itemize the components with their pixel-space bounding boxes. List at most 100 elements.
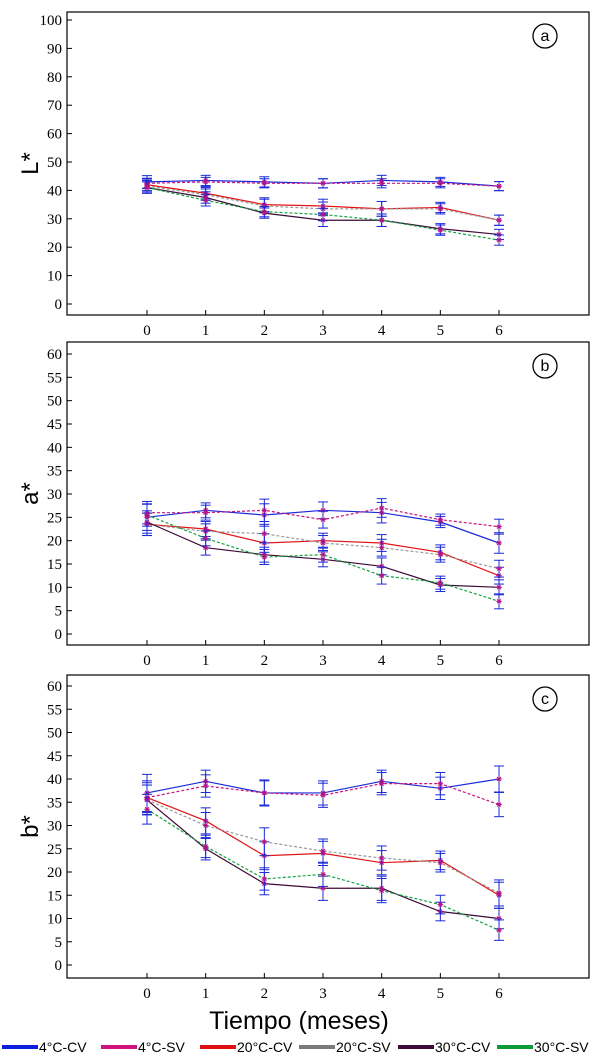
data-point <box>202 822 209 829</box>
data-point <box>496 183 502 189</box>
panel-letter: c <box>541 691 549 708</box>
data-point <box>496 523 502 530</box>
y-tick-label: 50 <box>47 394 62 410</box>
legend-label: 30°C-CV <box>435 1039 491 1055</box>
y-tick-label: 55 <box>47 702 62 718</box>
y-tick-label: 5 <box>55 935 63 951</box>
y-tick-label: 80 <box>47 70 62 86</box>
data-point <box>437 901 444 908</box>
y-axis-label: b* <box>17 815 44 838</box>
x-tick-label: 6 <box>495 653 503 669</box>
data-point <box>437 859 444 866</box>
data-point <box>261 790 268 796</box>
x-tick-label: 1 <box>202 653 210 669</box>
plot-frame <box>66 11 590 316</box>
legend-item: 20°C-CV <box>200 1039 293 1055</box>
y-tick-label: 5 <box>55 604 63 620</box>
data-point <box>378 572 385 579</box>
y-tick-label: 60 <box>47 347 62 363</box>
y-tick-label: 0 <box>55 958 63 974</box>
data-point <box>378 206 385 212</box>
x-tick-label: 2 <box>261 653 269 669</box>
data-point <box>202 509 209 516</box>
y-tick-label: 15 <box>47 888 62 904</box>
data-point <box>261 208 268 215</box>
data-point <box>261 530 268 537</box>
panel-badge <box>532 353 558 379</box>
data-point <box>437 180 444 187</box>
data-point <box>261 838 268 845</box>
data-point <box>378 544 385 551</box>
x-tick-label: 0 <box>143 986 151 1002</box>
legend-label: 20°C-SV <box>336 1039 391 1055</box>
data-point <box>261 507 268 514</box>
y-axis-label: L* <box>17 152 44 175</box>
data-point <box>320 516 326 523</box>
data-point <box>496 540 502 546</box>
x-tick-label: 3 <box>319 986 327 1002</box>
y-tick-label: 20 <box>47 240 62 256</box>
legend-label: 20°C-CV <box>237 1039 293 1055</box>
data-point <box>320 885 326 892</box>
y-axis-label: a* <box>17 482 44 505</box>
data-point <box>496 237 502 243</box>
data-point <box>261 180 268 187</box>
y-tick-label: 15 <box>47 557 62 573</box>
y-tick-label: 35 <box>47 795 62 811</box>
x-tick-label: 6 <box>495 986 503 1002</box>
panel-a: 0 10 20 30 40 50 60 70 80 90 100 0 1 2 3 4 5 6 L* a <box>17 11 590 339</box>
x-tick-label: 6 <box>495 323 503 339</box>
legend-label: 30°C-SV <box>534 1039 589 1055</box>
y-tick-label: 30 <box>47 487 62 503</box>
data-point <box>202 197 209 204</box>
y-tick-label: 60 <box>47 679 62 695</box>
x-tick-label: 4 <box>378 986 386 1002</box>
data-point <box>437 227 444 233</box>
data-point <box>378 887 385 894</box>
data-point <box>202 843 209 850</box>
x-axis-title: Tiempo (meses) <box>209 1007 389 1035</box>
data-point <box>496 217 502 224</box>
plot-frame <box>66 674 590 979</box>
x-tick-label: 4 <box>378 323 386 339</box>
y-tick-label: 40 <box>47 772 62 788</box>
x-tick-label: 3 <box>319 653 327 669</box>
y-tick-label: 10 <box>47 912 62 928</box>
y-tick-label: 55 <box>47 370 62 386</box>
data-point <box>202 783 209 789</box>
y-tick-label: 30 <box>47 819 62 835</box>
data-point <box>437 579 444 586</box>
x-tick-label: 1 <box>202 323 210 339</box>
data-point <box>496 231 502 238</box>
x-tick-label: 4 <box>378 653 386 669</box>
y-tick-label: 25 <box>47 510 62 526</box>
y-tick-label: 10 <box>47 580 62 596</box>
x-tick-label: 3 <box>319 323 327 339</box>
y-tick-label: 40 <box>47 440 62 456</box>
data-point <box>320 848 326 854</box>
series-30°C-SV <box>142 181 505 246</box>
data-point <box>202 535 209 542</box>
series-4°C-SV <box>142 176 505 192</box>
data-point <box>202 179 209 185</box>
legend-item: 4°C-SV <box>101 1039 185 1055</box>
x-tick-label: 5 <box>437 986 445 1002</box>
panel-letter: b <box>541 358 550 375</box>
legend-item: 20°C-SV <box>299 1039 391 1055</box>
data-point <box>437 780 444 787</box>
data-point <box>378 505 385 511</box>
y-tick-label: 30 <box>47 212 62 228</box>
data-point <box>261 876 268 882</box>
data-point <box>320 551 326 558</box>
y-tick-label: 100 <box>40 13 63 29</box>
y-tick-label: 35 <box>47 464 62 480</box>
y-tick-label: 0 <box>55 297 63 313</box>
data-point <box>144 806 150 813</box>
y-tick-label: 10 <box>47 269 62 285</box>
y-tick-label: 45 <box>47 417 62 433</box>
x-tick-label: 5 <box>437 653 445 669</box>
data-point <box>378 780 385 787</box>
